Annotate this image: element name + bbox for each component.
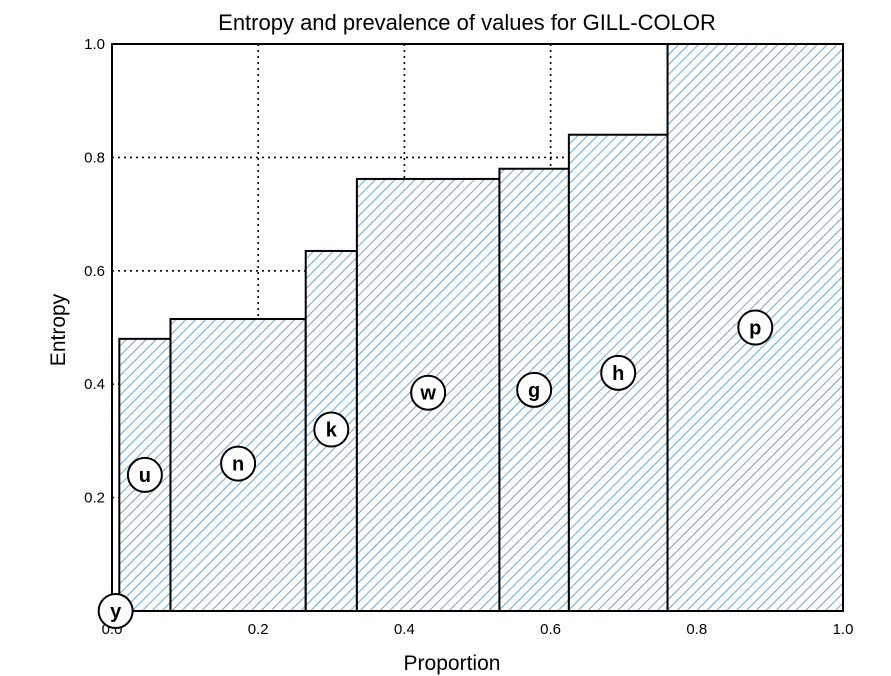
x-tick-label: 0.2 [248,621,269,638]
marker-p: p [737,309,774,346]
x-tick-label: 0.6 [540,621,561,638]
marker-circle [126,456,163,493]
marker-label: n [232,454,244,476]
marker-u: u [126,456,163,493]
marker-circle [737,309,774,346]
y-axis-label: Entropy [47,293,70,366]
y-tick-label: 1.0 [84,36,105,53]
chart-title: Entropy and prevalence of values for GIL… [218,10,716,35]
marker-circle [410,374,447,411]
x-tick-label: 1.0 [833,621,854,638]
marker-n: n [220,445,257,482]
y-tick-label: 0.6 [84,263,105,280]
y-tick-label: 0.4 [84,376,105,393]
marker-h: h [600,354,637,391]
bars [118,43,844,613]
y-tick-label: 0.8 [84,149,105,166]
y-tick-label: 0.2 [84,490,105,507]
marker-circle [313,411,350,448]
marker-circle [516,371,553,408]
category-markers: y u n k w g h p [97,309,774,629]
marker-g: g [516,371,553,408]
tick-labels: 0.0 0.2 0.4 0.6 0.8 1.00.20.40.60.81.0 [84,36,853,638]
marker-label: y [110,601,122,623]
marker-label: h [612,363,624,385]
plot-frame [111,43,844,612]
marker-label: k [326,420,338,442]
marker-label: g [528,380,540,402]
marker-label: w [419,383,436,405]
marker-label: u [139,465,151,487]
marker-k: k [313,411,350,448]
x-tick-label: 0.8 [686,621,707,638]
marker-circle [600,354,637,391]
marker-y: y [97,593,134,629]
marker-label: p [749,318,761,340]
marker-w: w [410,374,447,411]
marker-circle [220,445,257,482]
x-tick-label: 0.4 [394,621,415,638]
x-axis-label: Proportion [404,652,501,675]
marker-circle [97,593,134,629]
